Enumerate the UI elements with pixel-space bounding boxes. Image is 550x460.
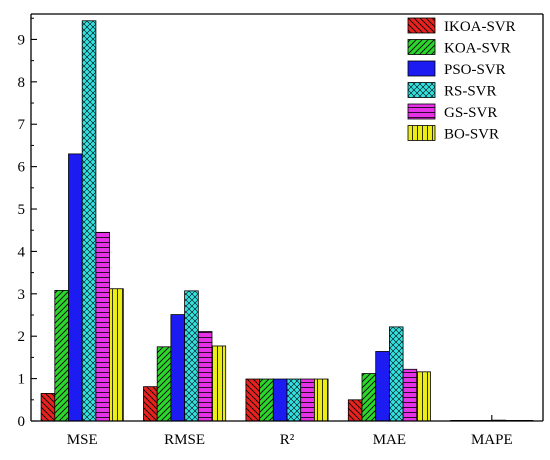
y-tick-label: 9	[18, 32, 26, 48]
y-tick-label: 3	[18, 287, 26, 303]
legend-label-rs-svr: RS-SVR	[444, 84, 497, 100]
bar-pso-svr-3	[375, 351, 390, 422]
bar-pso-svr-2	[272, 378, 288, 422]
y-tick-label: 8	[18, 75, 26, 91]
axes-layer: 0 1 2 3 4 5 6 7 8 9 MSE RMSE R² MAE MAPE	[18, 13, 544, 448]
legend-label-ikoa-svr: IKOA-SVR	[444, 19, 516, 35]
y-tick-label: 4	[18, 244, 26, 260]
bar-koa-svr-3	[361, 373, 377, 422]
y-tick-label: 7	[18, 117, 26, 133]
y-tick-label: 2	[18, 329, 26, 345]
legend-swatch-rs-svr	[407, 82, 436, 98]
x-category-label: RMSE	[164, 432, 205, 448]
bar-rs-svr-3	[388, 326, 404, 422]
bar-koa-svr-0	[54, 290, 69, 422]
bar-bo-svr-3	[416, 371, 431, 422]
x-category-label: MSE	[67, 432, 98, 448]
bar-bo-svr-1	[211, 345, 227, 422]
bar-ikoa-svr-0	[40, 393, 56, 422]
y-tick-label: 1	[18, 372, 26, 388]
bar-koa-svr-2	[259, 378, 274, 422]
legend-swatch-koa-svr	[407, 39, 436, 55]
bar-bo-svr-2	[313, 378, 329, 422]
legend-swatch-bo-svr	[407, 125, 436, 141]
legend-label-bo-svr: BO-SVR	[444, 127, 499, 143]
x-category-label: MAPE	[471, 432, 513, 448]
bar-koa-svr-1	[156, 346, 172, 422]
bar-rs-svr-1	[184, 290, 199, 422]
bar-rs-svr-2	[286, 378, 302, 422]
bar-gs-svr-2	[300, 378, 315, 422]
bar-ikoa-svr-3	[347, 399, 363, 422]
bar-gs-svr-3	[402, 368, 418, 422]
bars-layer	[40, 20, 534, 422]
bar-pso-svr-1	[170, 314, 185, 422]
x-category-label: R²	[280, 432, 295, 448]
bar-ikoa-svr-2	[245, 378, 260, 422]
legend-swatch-gs-svr	[407, 103, 436, 120]
legend-label-koa-svr: KOA-SVR	[444, 41, 511, 57]
bar-gs-svr-1	[197, 331, 213, 422]
y-tick-label: 0	[18, 414, 26, 430]
legend-label-pso-svr: PSO-SVR	[444, 62, 506, 78]
bar-bo-svr-0	[109, 288, 124, 422]
legend-swatch-ikoa-svr	[407, 17, 436, 34]
bar-rs-svr-0	[81, 20, 97, 422]
legend-label-gs-svr: GS-SVR	[444, 105, 497, 121]
x-category-label: MAE	[373, 432, 406, 448]
legend: IKOA-SVR KOA-SVR PSO-SVR RS-SVR GS-SVR BO-SVR	[407, 17, 516, 143]
y-tick-label: 6	[18, 160, 26, 176]
legend-swatch-pso-svr	[407, 60, 436, 77]
bar-pso-svr-0	[68, 153, 83, 422]
bar-ikoa-svr-1	[143, 386, 158, 422]
bar-gs-svr-0	[95, 231, 111, 422]
y-tick-label: 5	[18, 202, 26, 218]
